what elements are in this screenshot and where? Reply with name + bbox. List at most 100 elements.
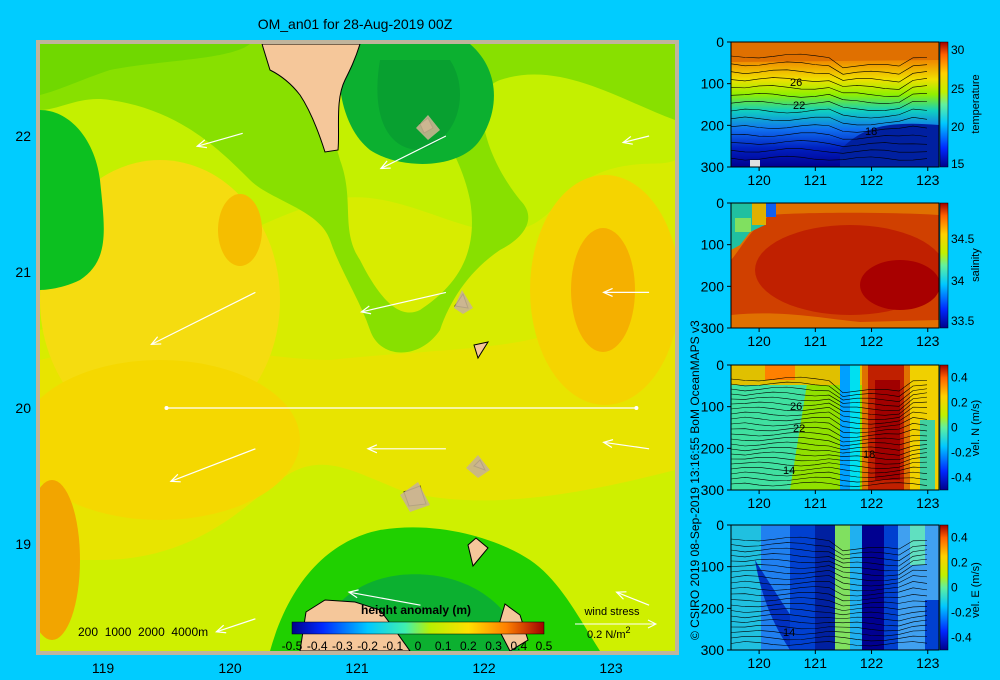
vel-n-section-panel: 26 22 18 14 0.4 0.2 0 -0.2 -0.4 vel. N (m/s) [730,364,982,491]
map-y-tick-label: 22 [15,128,31,144]
section-y-tick-label: 300 [701,482,725,498]
section-x-tick-label: 121 [804,655,828,671]
section-y-tick-label: 0 [716,357,724,373]
sal-cbar-tick: 34.5 [951,232,975,246]
temp-ylabel: temperature [970,74,982,133]
temp-contour-label: 22 [793,100,805,112]
section-y-tick-label: 200 [701,440,725,456]
isotherm-line [731,108,928,119]
section-y-tick-label: 300 [701,159,725,175]
isotherm-line [731,148,928,154]
section-x-tick-label: 123 [916,333,940,349]
colorbar-tick-label: 0.2 [460,639,477,653]
isotherm-line [731,93,928,105]
isotherm-line [731,635,928,642]
isotherm-line [731,641,928,647]
map-x-tick-label: 123 [599,660,623,676]
section-x-tick-label: 122 [860,333,884,349]
veln-contour-label: 14 [783,465,795,477]
vel-cbar-tick: -0.4 [951,471,972,485]
map-x-tick-label: 119 [92,660,115,676]
vel-cbar-tick: 0 [951,581,958,595]
section-y-tick-label: 100 [701,399,725,415]
map-x-tick-label: 121 [345,660,369,676]
temp-contour-label: 18 [865,126,877,138]
vel-cbar-tick: 0.4 [951,531,968,545]
isotherm-line [731,536,928,552]
isotherm-line [731,542,928,556]
wind-arrow [379,135,447,170]
section-x-tick-label: 120 [747,172,771,188]
wind-arrow [621,135,650,145]
vel-cbar-tick: 0.2 [951,396,968,410]
vel-cbar-tick: -0.2 [951,606,972,620]
vel-cbar-tick: 0.2 [951,556,968,570]
colorbar-tick-label: 0.3 [485,639,502,653]
vele-ylabel: vel. E (m/s) [970,562,982,618]
temp-contour-label: 26 [790,77,802,89]
isotherm-line [731,466,928,474]
isotherm-line [731,391,928,407]
isotherm-line [731,421,928,434]
vel-e-section-panel: 14 0.4 0.2 0 -0.2 -0.4 vel. E (m/s) [730,524,982,651]
isotherm-line [731,476,928,483]
isotherm-line [731,569,928,582]
isotherm-line [731,580,928,592]
isotherm-line [731,558,928,572]
isotherm-line [731,591,928,602]
section-x-tick-label: 123 [916,172,940,188]
colorbar-tick-label: 0.1 [435,639,452,653]
section-y-tick-label: 0 [716,195,724,211]
map-x-axis: 119 120 121 122 123 [92,660,623,676]
wind-arrow [602,439,650,450]
section-y-tick-label: 200 [701,117,725,133]
map-title: OM_an01 for 28-Aug-2019 00Z [258,16,453,32]
section-x-tick-label: 122 [860,655,884,671]
salinity-section-panel: 34.5 34 33.5 salinity [730,202,982,329]
isotherm-line [731,69,928,83]
isotherm-line [731,441,928,451]
isotherm-line [731,461,928,469]
section-y-tick-label: 100 [701,237,725,253]
isotherm-line [731,116,928,126]
veln-contour-label: 18 [863,449,875,461]
vel-cbar-tick: 0.4 [951,371,968,385]
veln-contour-label: 26 [790,401,802,413]
isotherm-line [731,619,928,627]
section-y-tick-label: 100 [701,76,725,92]
isotherm-line [731,386,928,403]
colorbar-tick-label: 0.5 [536,639,553,653]
wind-arrow [366,444,446,454]
isotherm-line [731,613,928,622]
section-y-tick-label: 200 [701,278,725,294]
isotherm-line [731,100,928,111]
isotherm-line [731,61,928,75]
veln-contour-label: 22 [793,423,805,435]
wind-arrow [347,589,421,606]
wind-vectors [150,132,650,634]
veln-ylabel: vel. N (m/s) [970,400,982,456]
isotherm-line [731,624,928,632]
isotherm-line [731,406,928,420]
isotherm-line [731,564,928,577]
section-x-tick-label: 123 [916,655,940,671]
isotherm-line [731,630,928,637]
map-x-tick-label: 120 [218,660,242,676]
temp-cbar-tick: 25 [951,82,965,96]
isotherm-line [731,586,928,597]
transect-end-point [634,406,639,410]
isotherm-line [731,575,928,587]
transect-start-point [164,406,169,410]
section-x-tick-label: 122 [860,495,884,511]
isotherm-line [731,446,928,456]
colorbar-tick-label: -0.2 [357,639,378,653]
wind-legend-value: 0.2 N/m2 [587,625,631,641]
wind-legend: wind stress 0.2 N/m2 [575,606,658,641]
map-y-tick-label: 19 [15,536,31,552]
colorbar-tick-label: 0 [415,639,422,653]
section-y-tick-label: 0 [716,517,724,533]
colorbar-tick-label: -0.5 [282,639,303,653]
isotherm-line [731,396,928,411]
temp-cbar-tick: 20 [951,120,965,134]
